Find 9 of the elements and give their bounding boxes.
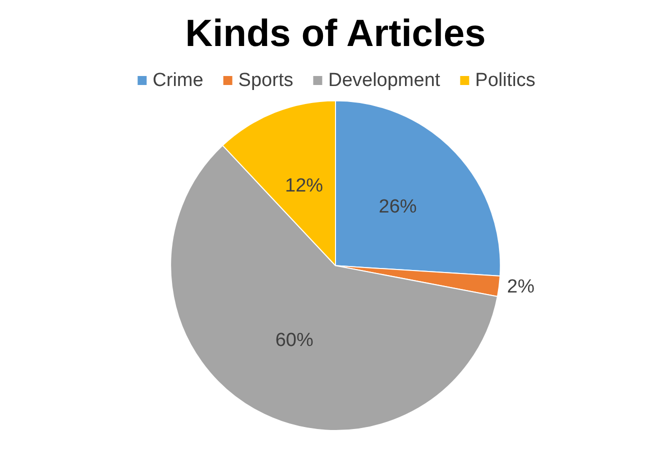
data-label: 2% <box>507 276 535 298</box>
data-label: 60% <box>275 330 314 352</box>
legend-label: Politics <box>475 70 536 91</box>
data-label: 26% <box>378 196 417 218</box>
legend-label: Sports <box>238 70 294 91</box>
legend-label: Crime <box>152 70 204 91</box>
chart-title: Kinds of Articles <box>185 13 486 55</box>
data-label: 12% <box>285 176 324 197</box>
legend-label: Development <box>328 70 441 91</box>
